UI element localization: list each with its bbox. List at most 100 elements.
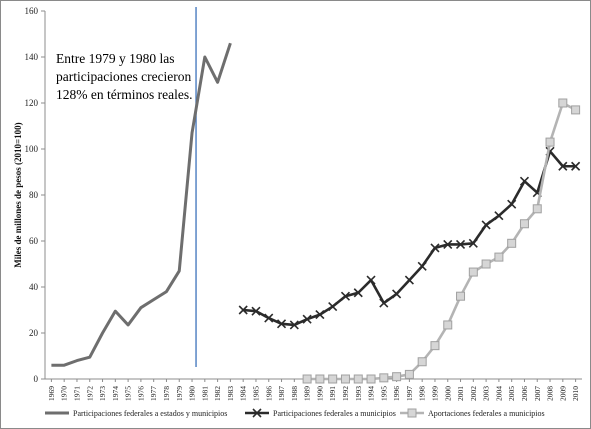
x-tick-label: 1987 [277, 386, 286, 401]
marker-stroke [366, 275, 376, 285]
x-tick-label: 1974 [111, 386, 120, 401]
data-point-square-marker [507, 238, 517, 248]
data-point-square-marker [571, 105, 581, 115]
annotation: Entre 1979 y 1980 las participaciones cre… [56, 51, 192, 102]
marker-stroke [353, 288, 363, 298]
legend: Participaciones federales a estados y mu… [45, 408, 545, 418]
x-tick-label: 1994 [367, 386, 376, 401]
data-point-x-marker [276, 319, 287, 329]
x-tick-label: 1977 [149, 386, 158, 401]
x-tick-label: 1986 [264, 386, 273, 401]
data-point-square-marker [430, 341, 440, 351]
x-tick-label: 1998 [418, 386, 427, 401]
x-tick-label: 2006 [520, 386, 529, 401]
legend-label: Participaciones federales a estados y mu… [73, 409, 227, 418]
marker-stroke [289, 320, 299, 330]
series-line [307, 101, 577, 381]
marker-stroke [251, 306, 261, 316]
data-point-square-marker [407, 408, 417, 418]
x-tick-label: 2002 [469, 386, 478, 401]
x-tick-label: 1993 [354, 386, 363, 401]
data-point-square-marker [519, 219, 529, 229]
series-line [51, 42, 232, 367]
x-tick-label: 2009 [558, 386, 567, 401]
legend-label: Aportaciones federales a municipios [428, 409, 545, 418]
x-tick-label: 1997 [405, 386, 414, 401]
data-point-square-marker [328, 374, 338, 384]
x-tick-label: 1996 [392, 386, 401, 401]
data-point-square-marker [456, 291, 466, 301]
data-point-square-marker [302, 374, 312, 384]
marker-stroke [507, 199, 517, 209]
data-point-square-marker [392, 372, 402, 382]
marker-stroke [443, 239, 453, 250]
x-tick-label: 2007 [533, 386, 542, 401]
data-point-square-marker [545, 137, 555, 147]
data-point-x-marker [430, 243, 440, 253]
data-point-x-marker [340, 291, 351, 301]
marker-stroke [252, 408, 262, 418]
data-point-x-marker [558, 161, 568, 171]
x-tick-label: 2004 [494, 386, 503, 401]
series-2 [238, 146, 581, 330]
x-tick-label: 2003 [482, 386, 491, 401]
y-tick-label: 100 [25, 144, 39, 154]
marker-stroke [340, 291, 351, 301]
marker-stroke [328, 301, 338, 312]
marker-stroke [519, 176, 530, 186]
marker-stroke [264, 313, 274, 323]
data-point-x-marker [519, 176, 530, 186]
data-point-x-marker [507, 199, 517, 209]
annotation-line: participaciones crecieron [56, 69, 192, 84]
data-point-square-marker [417, 357, 427, 367]
data-point-x-marker [366, 275, 376, 285]
x-tick-label: 1999 [430, 386, 439, 401]
data-point-x-marker [379, 298, 389, 308]
data-point-square-marker [366, 374, 376, 384]
x-tick-label: 2008 [546, 386, 555, 401]
data-point-x-marker [392, 289, 402, 299]
marker-stroke [315, 310, 325, 320]
y-axis-label: Miles de millones de pesos (2010=100) [13, 122, 23, 267]
data-point-x-marker [315, 310, 325, 320]
data-point-square-marker [379, 373, 389, 383]
data-point-square-marker [468, 267, 478, 277]
data-point-x-marker [238, 305, 248, 315]
marker-stroke [392, 289, 402, 299]
x-tick-label: 1975 [124, 386, 133, 401]
x-tick-label: 1973 [98, 386, 107, 401]
x-tick-label: 1983 [226, 386, 235, 401]
x-tick-label: 1992 [341, 386, 350, 401]
data-point-square-marker [532, 204, 542, 214]
marker-stroke [571, 161, 581, 171]
marker-stroke [404, 275, 414, 285]
data-point-square-marker [404, 369, 414, 379]
marker-stroke [455, 239, 466, 250]
x-tick-label: 1990 [315, 386, 324, 401]
data-point-x-marker [302, 314, 312, 324]
y-tick-label: 0 [34, 374, 39, 384]
x-tick-label: 1985 [251, 386, 260, 401]
legend-label: Participaciones federales a municipios [273, 409, 396, 418]
data-point-x-marker [289, 320, 299, 330]
y-tick-label: 20 [29, 328, 39, 338]
x-tick-label: 2001 [456, 386, 465, 401]
x-tick-label: 1972 [85, 386, 94, 401]
data-point-x-marker [353, 288, 363, 298]
data-point-x-marker [481, 220, 491, 230]
data-point-x-marker [404, 275, 414, 285]
x-tick-label: 1981 [200, 386, 209, 401]
data-point-x-marker [264, 313, 274, 323]
data-point-square-marker [315, 374, 325, 384]
marker-stroke [494, 211, 504, 221]
marker-stroke [558, 161, 568, 171]
y-tick-label: 60 [29, 236, 39, 246]
marker-stroke [430, 243, 440, 253]
data-point-square-marker [494, 252, 504, 262]
y-tick-label: 160 [25, 6, 39, 16]
data-point-x-marker [443, 239, 453, 250]
x-tick-label: 1989 [303, 386, 312, 401]
x-tick-label: 1978 [162, 386, 171, 401]
